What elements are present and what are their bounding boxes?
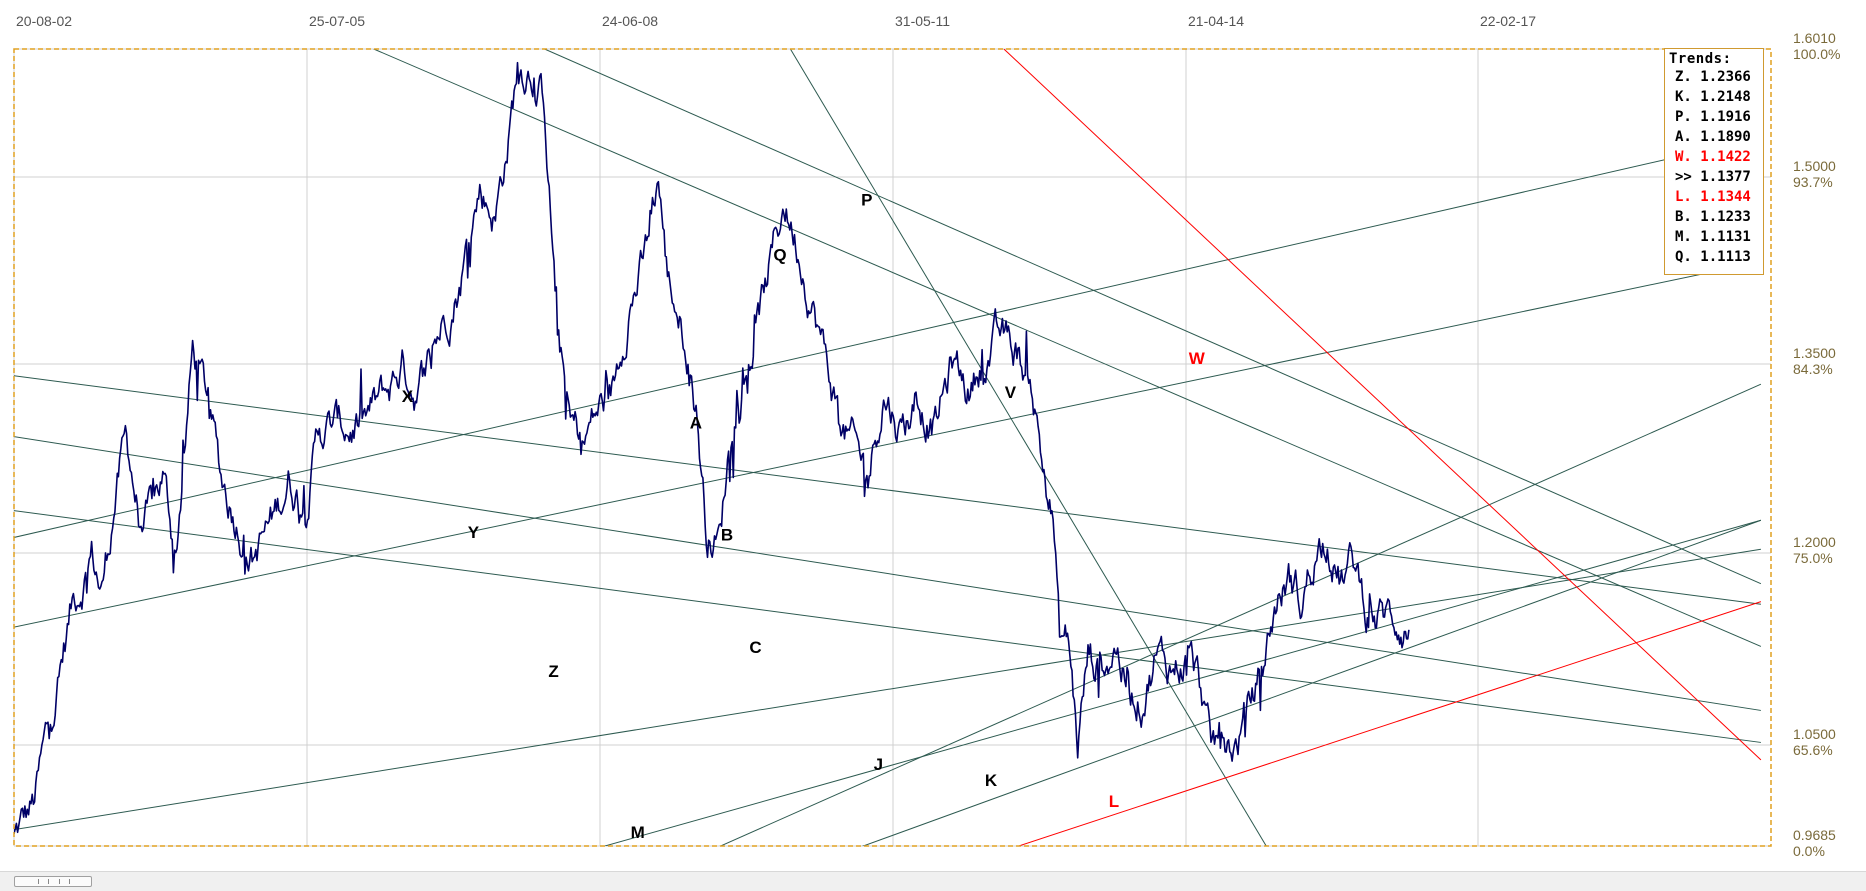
y-tick-percent: 75.0%: [1793, 550, 1833, 566]
trend-label-w: W: [1189, 349, 1206, 368]
trend-label-a: A: [690, 413, 702, 432]
grid-lines: [13, 48, 1771, 847]
trend-label-x: X: [402, 387, 414, 406]
legend-item: A. 1.1890: [1675, 129, 1751, 145]
trend-line-k: [861, 519, 1762, 846]
trend-label-z: Z: [548, 662, 558, 681]
trend-label-y: Y: [468, 523, 480, 542]
trend-line-m: [603, 519, 1762, 846]
y-tick-value: 0.9685: [1793, 827, 1836, 843]
y-tick-percent: 65.6%: [1793, 742, 1833, 758]
legend-item: M. 1.1131: [1675, 229, 1751, 245]
legend-item: P. 1.1916: [1675, 109, 1751, 125]
trend-line-b: [14, 261, 1762, 628]
legend-item: L. 1.1344: [1675, 189, 1751, 205]
trend-lines: [14, 49, 1762, 846]
y-tick-percent: 93.7%: [1793, 174, 1833, 190]
trend-label-q: Q: [773, 246, 786, 265]
trend-label-p: P: [861, 191, 872, 210]
x-tick-label: 21-04-14: [1188, 13, 1244, 29]
trend-line-y: [14, 436, 1761, 711]
x-axis-ticks: 20-08-02 25-07-05 24-06-08 31-05-11 21-04-14…: [16, 13, 1536, 29]
grip-icon: [38, 879, 70, 884]
trend-line-p: [373, 49, 1762, 647]
scrollbar-thumb[interactable]: [14, 876, 92, 887]
horizontal-scrollbar[interactable]: [0, 871, 1866, 891]
y-tick-percent: 84.3%: [1793, 361, 1833, 377]
trend-line-l: [1017, 601, 1762, 846]
y-tick-value: 1.5000: [1793, 158, 1836, 174]
y-tick-percent: 0.0%: [1793, 843, 1825, 859]
price-line: [14, 61, 1410, 834]
x-tick-label: 20-08-02: [16, 13, 72, 29]
x-tick-label: 24-06-08: [602, 13, 658, 29]
y-tick-value: 1.3500: [1793, 345, 1836, 361]
legend-item: B. 1.1233: [1675, 209, 1751, 225]
y-tick-value: 1.2000: [1793, 534, 1836, 550]
trend-line-q: [544, 49, 1762, 585]
trend-line-w: [1003, 49, 1762, 761]
trend-label-j: J: [874, 755, 883, 774]
x-tick-label: 22-02-17: [1480, 13, 1536, 29]
trend-line-z: [14, 510, 1761, 743]
legend-item: >> 1.1377: [1675, 169, 1751, 185]
legend-title: Trends:: [1669, 51, 1732, 67]
trend-line-x: [14, 375, 1761, 605]
legend-item: Q. 1.1113: [1675, 249, 1751, 265]
trend-label-m: M: [631, 823, 645, 842]
legend-item: K. 1.2148: [1675, 89, 1751, 105]
trends-legend: Trends: Z. 1.2366 K. 1.2148 P. 1.1916 A. 1.…: [1664, 48, 1764, 275]
trend-label-l: L: [1109, 792, 1119, 811]
trend-labels: X Y Z A B C P Q V M J K W L: [402, 191, 1206, 842]
legend-item: Z. 1.2366: [1675, 69, 1751, 85]
x-tick-label: 31-05-11: [895, 13, 950, 29]
x-tick-label: 25-07-05: [309, 13, 365, 29]
price-series: [14, 61, 1410, 834]
trend-line-v: [789, 49, 1267, 846]
trend-line-j: [719, 383, 1762, 846]
y-tick-value: 1.6010: [1793, 30, 1836, 46]
legend-item: W. 1.1422: [1675, 149, 1751, 165]
trend-label-k: K: [985, 771, 998, 790]
plot-frame: [13, 48, 1772, 847]
trend-label-c: C: [749, 638, 761, 657]
trend-line-c: [14, 548, 1761, 831]
y-tick-value: 1.0500: [1793, 726, 1836, 742]
trend-label-b: B: [721, 525, 733, 544]
trend-label-v: V: [1005, 383, 1017, 402]
trend-line-a: [14, 137, 1762, 538]
y-tick-percent: 100.0%: [1793, 46, 1840, 62]
